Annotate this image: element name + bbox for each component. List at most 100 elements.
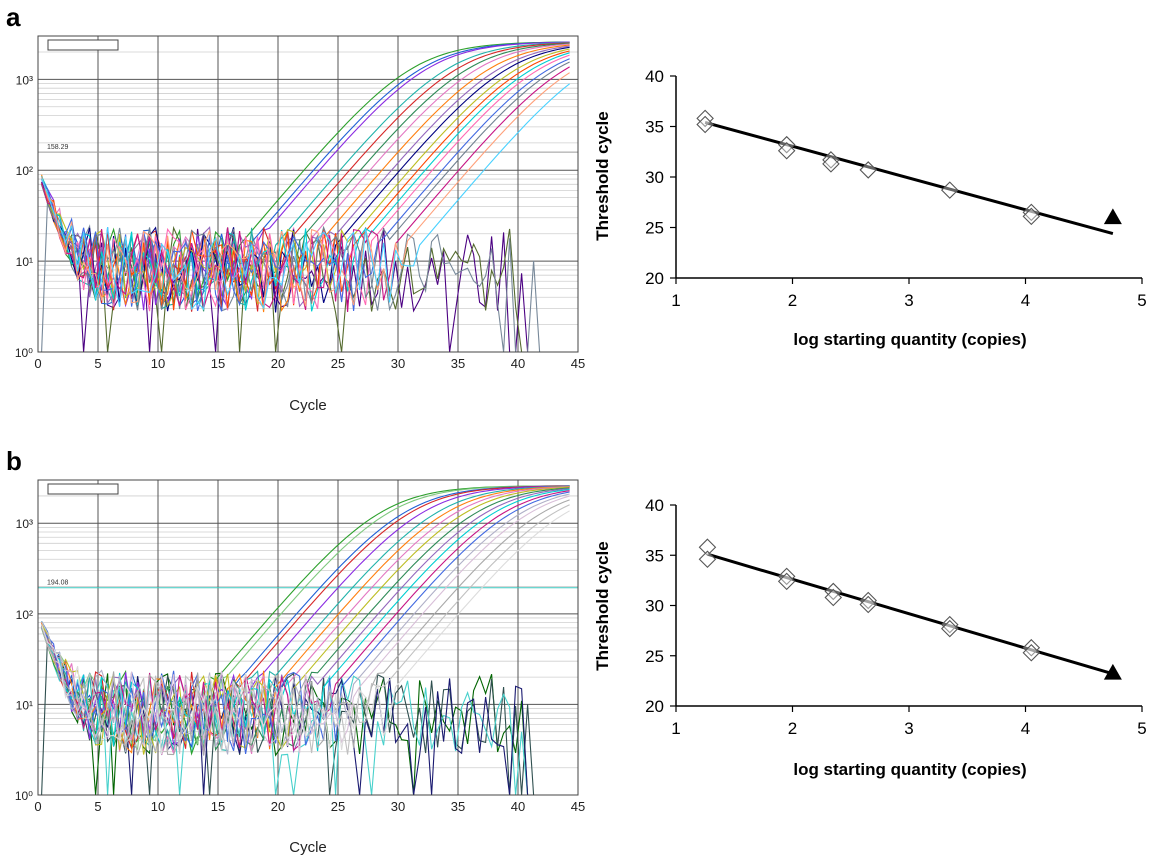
amplification-curve — [41, 42, 570, 310]
standard-point — [1022, 643, 1041, 662]
amplification-curve — [41, 48, 570, 308]
y-tick-label: 25 — [645, 647, 664, 666]
x-tick-label: 1 — [671, 291, 680, 310]
amplification-curve — [41, 491, 570, 754]
std-xlabel-b: log starting quantity (copies) — [793, 760, 1026, 779]
y-tick-label: 20 — [645, 269, 664, 288]
y-tick-label: 35 — [645, 118, 664, 137]
amplification-curve — [41, 486, 570, 754]
x-tick-label: 4 — [1021, 719, 1030, 738]
x-tick-label: 10 — [151, 799, 165, 814]
amplification-plot-b: 194.08 0 5 10 15 20 25 30 35 40 45 10⁰ 10¹ 10² 10³ — [15, 479, 585, 814]
standard-point — [696, 115, 714, 134]
amplification-curve — [41, 72, 570, 310]
panel-label-b: b — [6, 446, 22, 476]
y-tick-label: 30 — [645, 168, 664, 187]
unknown-sample-point — [1103, 663, 1122, 680]
x-tick-label: 15 — [211, 356, 225, 371]
standard-point — [824, 588, 843, 607]
standard-point — [777, 572, 796, 591]
x-tick-label: 3 — [904, 719, 913, 738]
standard-point — [1022, 638, 1041, 657]
y-tick-label: 10¹ — [16, 698, 33, 712]
x-tick-label: 2 — [788, 719, 797, 738]
amplification-curve — [41, 495, 570, 753]
y-tick-label: 10¹ — [16, 255, 33, 269]
standard-point — [859, 591, 878, 610]
amplification-curve — [41, 52, 570, 312]
standard-point — [822, 155, 840, 173]
x-tick-label: 25 — [331, 356, 345, 371]
x-tick-label: 40 — [511, 356, 525, 371]
x-tick-label: 4 — [1021, 291, 1030, 310]
x-tick-label: 25 — [331, 799, 345, 814]
standard-point — [777, 141, 796, 160]
y-tick-label: 40 — [645, 496, 664, 515]
threshold-label: 194.08 — [47, 580, 69, 587]
plot-border — [37, 35, 579, 353]
standard-point — [698, 550, 717, 569]
amplification-curve — [41, 66, 570, 312]
x-tick-label: 40 — [511, 799, 525, 814]
std-ylabel-a: Threshold cycle — [593, 111, 612, 240]
y-tick-label: 40 — [645, 67, 664, 86]
panel-label-a: a — [6, 2, 21, 32]
y-tick-label: 20 — [645, 697, 664, 716]
x-tick-label: 0 — [34, 356, 41, 371]
legend-box — [47, 39, 119, 51]
standard-point — [859, 161, 878, 179]
regression-line — [704, 121, 1114, 236]
standard-point — [777, 567, 796, 586]
amplification-curve — [41, 58, 570, 312]
x-tick-label: 45 — [571, 799, 585, 814]
amplification-curve — [41, 45, 570, 308]
std-xlabel-a: log starting quantity (copies) — [793, 330, 1026, 349]
x-tick-label: 30 — [391, 356, 405, 371]
amplification-plot-a: 158.29 0 5 10 15 20 25 30 35 40 45 10⁰ 10¹ 10² 10³ — [15, 35, 585, 371]
amplification-curve — [41, 485, 570, 749]
plot-border — [37, 479, 579, 796]
y-tick-label: 10² — [16, 608, 33, 622]
amplification-curve — [41, 504, 570, 755]
amplification-curve — [41, 83, 570, 311]
x-tick-label: 20 — [271, 799, 285, 814]
y-tick-label: 10³ — [16, 73, 33, 87]
standard-point — [940, 615, 959, 634]
x-tick-label: 35 — [451, 799, 465, 814]
x-tick-label: 10 — [151, 356, 165, 371]
regression-line — [707, 552, 1114, 676]
x-tick-label: 2 — [788, 291, 797, 310]
standard-curve-a: 1 2 3 4 5 20 25 30 35 40 — [645, 67, 1147, 310]
amp-xlabel-a: Cycle — [289, 397, 327, 414]
y-tick-label: 10³ — [16, 517, 33, 531]
standard-curve-b: 1 2 3 4 5 20 25 30 35 40 — [645, 496, 1147, 738]
standard-point — [1022, 207, 1041, 226]
standard-point — [859, 595, 878, 614]
amplification-curve — [41, 485, 570, 750]
amplification-curve — [41, 486, 570, 755]
x-tick-label: 5 — [1137, 719, 1146, 738]
x-tick-label: 35 — [451, 356, 465, 371]
x-tick-label: 0 — [34, 799, 41, 814]
y-tick-label: 10⁰ — [15, 346, 33, 360]
x-tick-label: 3 — [904, 291, 913, 310]
x-tick-label: 15 — [211, 799, 225, 814]
standard-point — [698, 538, 717, 556]
amplification-curve — [41, 627, 570, 796]
amp-xlabel-b: Cycle — [289, 839, 327, 856]
y-tick-label: 10² — [16, 164, 33, 178]
unknown-sample-point — [1103, 208, 1122, 225]
threshold-label: 158.29 — [47, 144, 69, 151]
standard-point — [1022, 203, 1041, 222]
std-ylabel-b: Threshold cycle — [593, 541, 612, 670]
x-tick-label: 5 — [94, 356, 101, 371]
x-tick-label: 1 — [671, 719, 680, 738]
x-tick-label: 20 — [271, 356, 285, 371]
amplification-curve — [41, 493, 570, 755]
legend-box — [47, 483, 119, 495]
standard-point — [824, 582, 843, 601]
standard-point — [777, 135, 796, 154]
standard-point — [822, 151, 840, 169]
standard-point — [940, 181, 959, 199]
